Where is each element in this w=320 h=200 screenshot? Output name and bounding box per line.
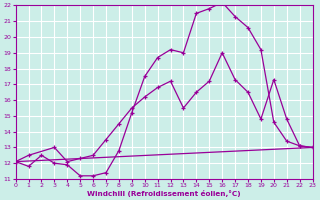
X-axis label: Windchill (Refroidissement éolien,°C): Windchill (Refroidissement éolien,°C) — [87, 190, 241, 197]
